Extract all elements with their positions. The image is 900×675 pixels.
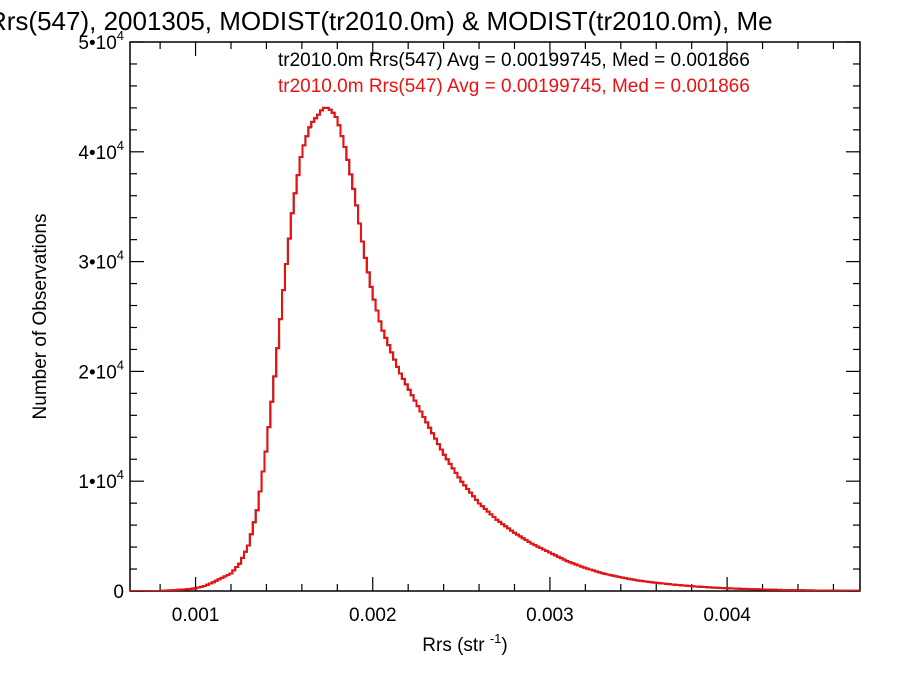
x-tick-label: 0.002 <box>349 605 397 626</box>
legend-entry-black: tr2010.0m Rrs(547) Avg = 0.00199745, Med… <box>278 50 750 71</box>
x-tick-label: 0.004 <box>703 605 751 626</box>
histogram-series-red <box>130 106 860 591</box>
y-tick-label: 2•104 <box>78 357 124 383</box>
y-tick-label: 3•104 <box>78 248 124 274</box>
x-axis-label: Rrs (str -1) <box>422 631 507 656</box>
y-tick-label: 5•104 <box>78 28 124 54</box>
y-tick-label: 1•104 <box>78 467 124 493</box>
plot-frame <box>129 41 861 592</box>
y-tick-label: 4•104 <box>78 138 124 164</box>
y-axis-label: Number of Observations <box>30 214 51 420</box>
legend-entry-red: tr2010.0m Rrs(547) Avg = 0.00199745, Med… <box>278 76 750 97</box>
y-tick-label: 0 <box>113 582 124 603</box>
x-tick-label: 0.001 <box>172 605 220 626</box>
x-tick-label: 0.003 <box>526 605 574 626</box>
chart-title: Rrs(547), 2001305, MODIST(tr2010.0m) & M… <box>0 6 773 36</box>
